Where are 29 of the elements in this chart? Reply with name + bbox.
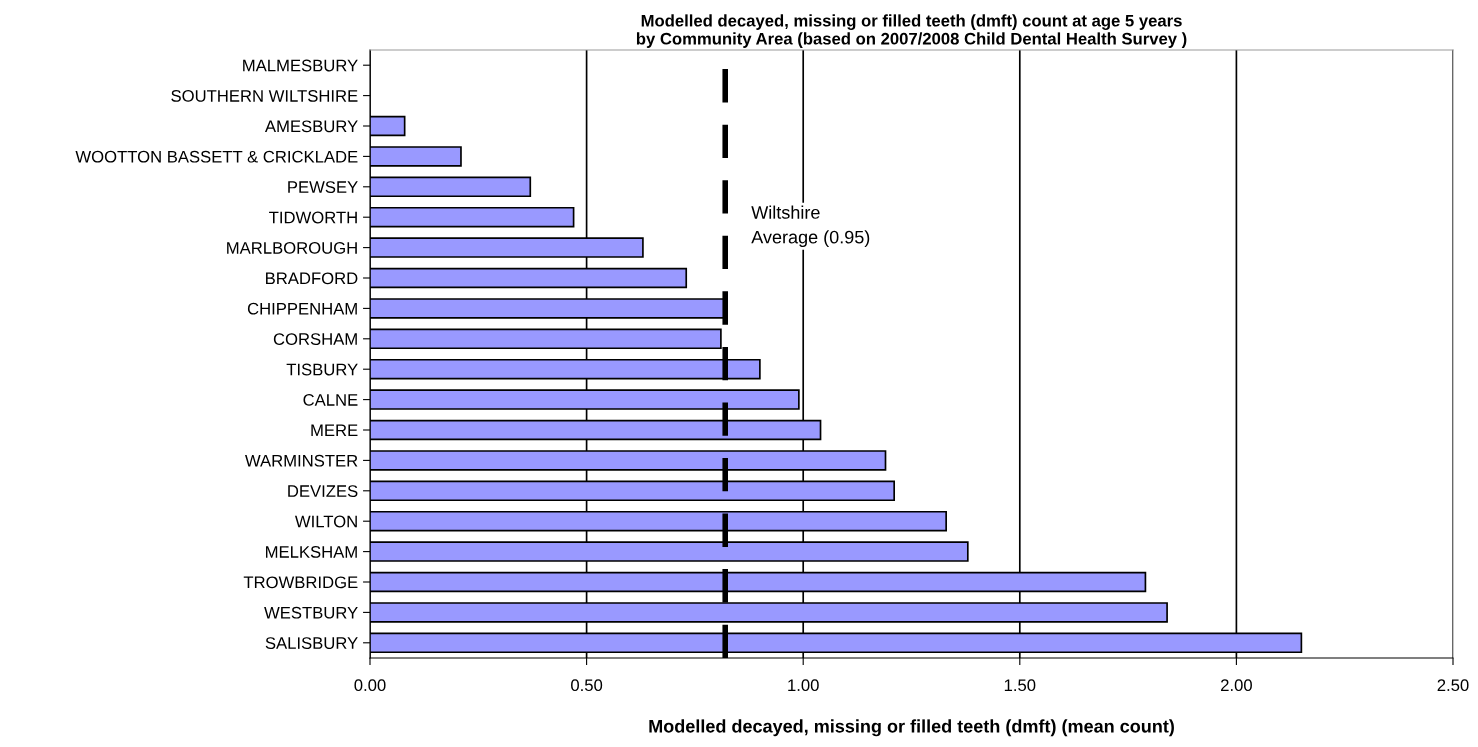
y-tick-label: DEVIZES: [288, 485, 358, 497]
ref-line-label: Wiltshire Average (0.95): [751, 205, 870, 248]
y-tick-label: SOUTHERN WILTSHIRE: [171, 90, 358, 102]
x-tick-label: 0.50: [571, 679, 603, 692]
y-tick-label: MALMESBURY: [243, 59, 358, 72]
y-tick-label: TISBURY: [286, 363, 358, 376]
x-tick-label: 1.50: [1004, 679, 1036, 692]
y-tick-label: CALNE: [303, 394, 358, 406]
y-tick-label: CORSHAM: [273, 333, 357, 345]
y-tick-label: WOOTTON BASSETT & CRICKLADE: [75, 150, 358, 163]
y-tick-label: TIDWORTH: [269, 211, 357, 224]
y-tick-label: MELKSHAM: [266, 546, 357, 558]
y-tick-label: WILTON: [294, 515, 357, 528]
y-tick-label: BRADFORD: [266, 272, 358, 285]
y-tick-label: TROWBRIDGE: [243, 576, 358, 589]
y-tick-label: AMESBURY: [264, 120, 358, 133]
y-tick-label: PEWSEY: [288, 181, 358, 193]
y-tick-label: MERE: [311, 424, 358, 437]
y-tick-label: MARLBOROUGH: [227, 242, 357, 254]
y-tick-label: WESTBURY: [264, 606, 358, 619]
x-axis-title: Modelled decayed, missing or filled teeth (dmft) (mean count): [649, 719, 1174, 737]
y-tick-label: CHIPPENHAM: [247, 302, 357, 315]
chart-title: Modelled decayed, missing or filled teeth (dmft) count at age 5 years by Community Area (based on 2007/2008 Child Dental Health Survey ): [636, 14, 1187, 48]
y-tick-label: SALISBURY: [265, 637, 358, 649]
x-tick-label: 2.00: [1221, 679, 1252, 692]
x-tick-label: 0.00: [354, 679, 386, 692]
x-tick-label: 1.00: [788, 679, 819, 692]
x-tick-label: 2.50: [1437, 679, 1469, 692]
y-tick-label: WARMINSTER: [245, 454, 358, 467]
